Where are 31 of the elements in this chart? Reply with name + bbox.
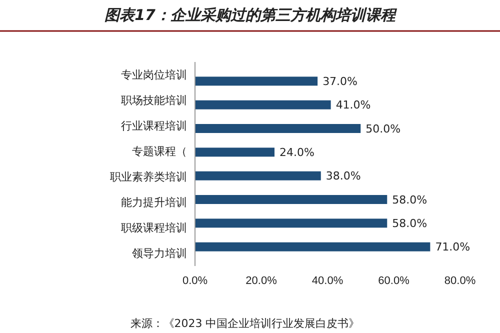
y-tick-label: 能力提升培训 xyxy=(121,196,187,209)
y-tick-label: 职场技能培训 xyxy=(121,94,187,107)
bar xyxy=(195,100,331,110)
data-label: 38.0% xyxy=(326,170,361,183)
data-label: 58.0% xyxy=(392,217,428,230)
x-tick-label: 20.0% xyxy=(246,274,278,287)
y-tick-label: 领导力培训 xyxy=(132,246,187,260)
bar xyxy=(195,148,274,157)
y-tick-label: 专业岗位培训 xyxy=(121,68,187,82)
source-note: 来源：《2023 中国企业培训行业发展白皮书》 xyxy=(130,317,360,330)
bar xyxy=(195,76,318,86)
x-tick-label: 40.0% xyxy=(312,274,344,287)
y-tick-label: 专题课程（ xyxy=(132,144,187,158)
bar xyxy=(195,218,388,228)
bar xyxy=(195,242,430,252)
bar xyxy=(195,124,361,133)
data-label: 71.0% xyxy=(435,240,470,254)
data-label: 24.0% xyxy=(280,146,314,160)
data-label: 58.0% xyxy=(392,193,428,206)
x-tick-label: 0.0% xyxy=(182,274,208,287)
y-tick-label: 职业素养类培训 xyxy=(110,170,187,184)
data-label: 41.0% xyxy=(336,98,371,112)
data-label: 50.0% xyxy=(366,122,401,136)
y-tick-label: 行业课程培训 xyxy=(121,119,187,132)
y-tick-label: 职级课程培训 xyxy=(121,221,187,234)
data-label: 37.0% xyxy=(322,75,358,88)
x-tick-label: 60.0% xyxy=(378,274,410,287)
chart-title: 图表17：企业采购过的第三方机构培训课程 xyxy=(104,6,398,24)
bar xyxy=(195,195,388,204)
x-tick-label: 80.0% xyxy=(444,274,476,287)
bar xyxy=(195,171,321,180)
